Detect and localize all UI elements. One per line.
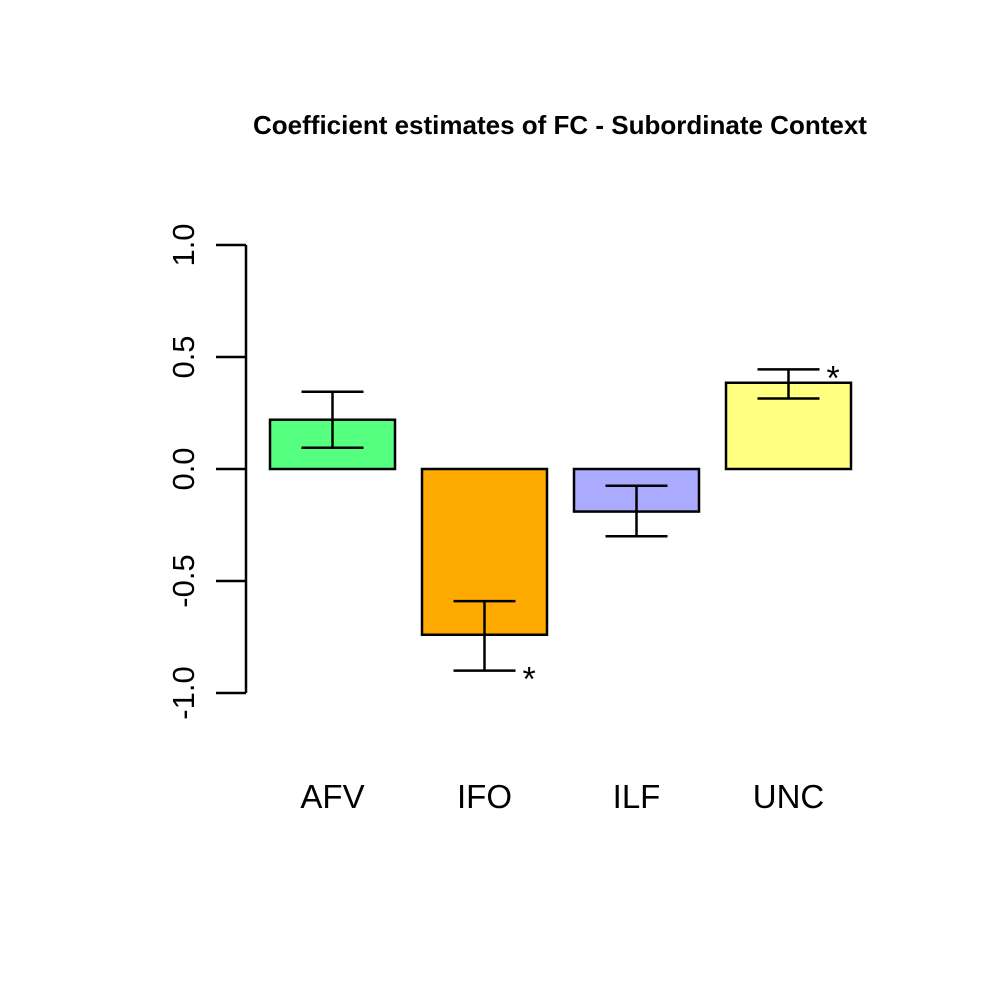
y-tick-label: -1.0 (166, 666, 201, 719)
x-tick-label-afv: AFV (300, 778, 364, 815)
y-tick-label: 0.0 (166, 447, 201, 490)
significance-marker-ifo: * (523, 661, 536, 699)
chart-title: Coefficient estimates of FC - Subordinat… (253, 110, 867, 140)
significance-marker-unc: * (827, 359, 840, 397)
significance-markers-group: ** (523, 359, 840, 698)
bars-group (268, 381, 853, 637)
y-tick-label: -0.5 (166, 554, 201, 607)
y-tick-label: 1.0 (166, 223, 201, 266)
x-tick-label-ilf: ILF (613, 778, 661, 815)
y-axis: -1.0 -0.5 0.0 0.5 1.0 (166, 223, 248, 720)
x-tick-label-ifo: IFO (457, 778, 512, 815)
error-bars-group (301, 368, 820, 672)
x-tick-label-unc: UNC (753, 778, 825, 815)
y-tick-label: 0.5 (166, 335, 201, 378)
x-axis-labels: AFV IFO ILF UNC (300, 778, 824, 815)
